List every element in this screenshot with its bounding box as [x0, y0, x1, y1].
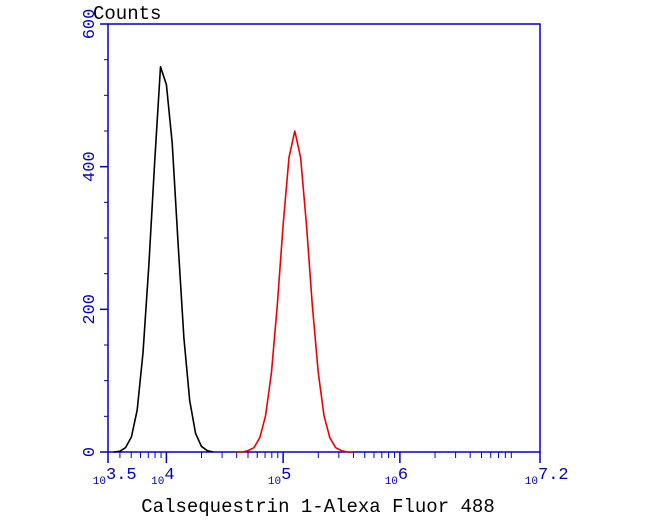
y-tick-label: 600	[81, 9, 100, 40]
x-tick-exponent: 4	[164, 466, 174, 485]
x-tick-base: 10	[385, 476, 398, 488]
y-tick-label: 400	[81, 151, 100, 182]
histogram-line	[236, 130, 354, 453]
x-tick-base: 10	[268, 476, 281, 488]
y-axis-label: Counts	[93, 3, 161, 25]
x-tick-base: 10	[93, 476, 106, 488]
y-tick-label: 200	[81, 294, 100, 325]
histogram-line	[113, 66, 214, 453]
x-tick-exponent: 7.2	[538, 466, 569, 485]
x-tick-exponent: 3.5	[106, 466, 137, 485]
x-tick-exponent: 5	[281, 466, 291, 485]
y-tick-label: 0	[81, 447, 100, 457]
x-axis-label: Calsequestrin 1-Alexa Fluor 488	[141, 496, 494, 518]
plot-frame	[107, 23, 541, 453]
x-tick-exponent: 6	[398, 466, 408, 485]
x-tick-base: 10	[151, 476, 164, 488]
x-tick-base: 10	[525, 476, 538, 488]
